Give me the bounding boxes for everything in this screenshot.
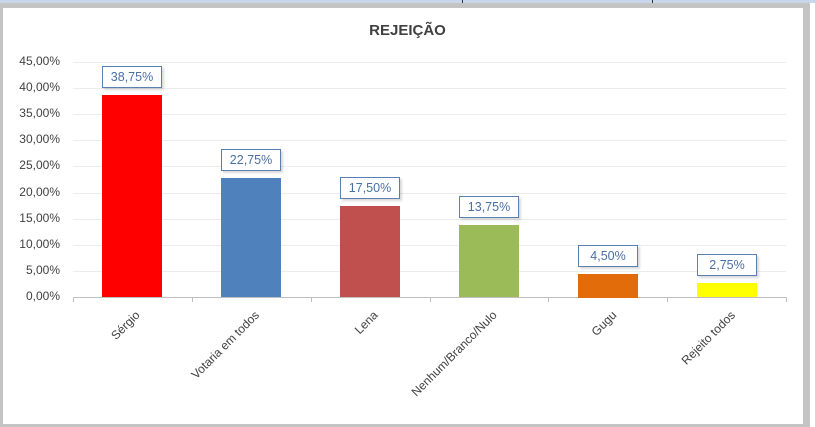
- y-tick-label: 30,00%: [19, 132, 60, 147]
- gridline: [73, 193, 786, 194]
- y-tick-label: 5,00%: [25, 262, 60, 277]
- x-tick-mark: [430, 297, 431, 302]
- x-tick-mark: [786, 297, 787, 302]
- column-divider: [652, 0, 653, 3]
- gridline: [73, 166, 786, 167]
- gridline: [73, 271, 786, 272]
- y-tick-label: 10,00%: [19, 236, 60, 251]
- frame-bottom: [0, 424, 810, 427]
- data-label: 13,75%: [459, 196, 519, 218]
- frame-top: [0, 3, 815, 8]
- y-tick-label: 20,00%: [19, 184, 60, 199]
- gridline: [73, 114, 786, 115]
- data-label: 38,75%: [102, 66, 162, 88]
- x-tick-mark: [192, 297, 193, 302]
- x-tick-label: Nenhum/Branco/Nulo: [408, 308, 500, 400]
- y-tick-label: 35,00%: [19, 106, 60, 121]
- y-tick-label: 45,00%: [19, 54, 60, 68]
- y-tick-label: 25,00%: [19, 158, 60, 173]
- data-label: 22,75%: [221, 149, 281, 171]
- y-tick-label: 40,00%: [19, 80, 60, 95]
- gridline: [73, 219, 786, 220]
- chart-title: REJEIÇÃO: [369, 22, 446, 39]
- x-tick-mark: [73, 297, 74, 302]
- x-tick-label: Rejeito todos: [678, 308, 738, 368]
- data-label: 2,75%: [697, 254, 757, 276]
- frame-right: [803, 3, 810, 427]
- bar-gugu[interactable]: [578, 274, 638, 298]
- y-tick-label: 0,00%: [25, 289, 60, 303]
- bar-nenhum-branco-nulo[interactable]: [459, 225, 519, 297]
- bar-lena[interactable]: [340, 206, 400, 297]
- x-axis-line: [73, 297, 786, 298]
- gridline: [73, 62, 786, 63]
- data-label: 4,50%: [578, 245, 638, 267]
- bar-rejeito-todos[interactable]: [697, 283, 757, 297]
- x-tick-label: Votaria em todos: [188, 308, 263, 382]
- gridline: [73, 88, 786, 89]
- x-tick-label: Gugu: [588, 308, 620, 339]
- frame-left: [0, 3, 3, 427]
- column-divider: [462, 0, 463, 3]
- y-tick-label: 15,00%: [19, 210, 60, 225]
- gridline: [73, 245, 786, 246]
- data-label: 17,50%: [340, 177, 400, 199]
- bar-s-rgio[interactable]: [102, 95, 162, 297]
- x-tick-label: Lena: [351, 308, 381, 337]
- x-tick-mark: [548, 297, 549, 302]
- window-top-strip: [0, 0, 815, 3]
- bar-votaria-em-todos[interactable]: [221, 178, 281, 297]
- gridline: [73, 140, 786, 141]
- x-tick-mark: [311, 297, 312, 302]
- x-tick-mark: [667, 297, 668, 302]
- x-tick-label: Sérgio: [108, 308, 143, 343]
- frame-right-edge: [810, 3, 815, 427]
